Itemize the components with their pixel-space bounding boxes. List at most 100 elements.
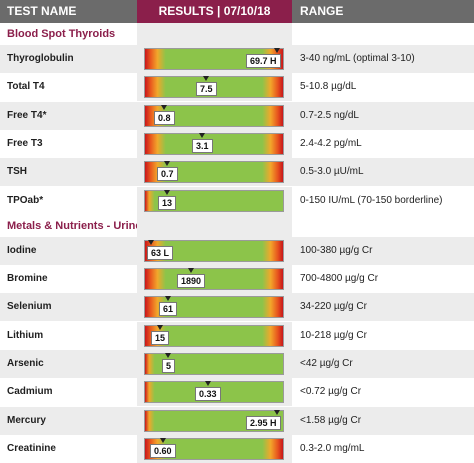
test-name: Mercury: [0, 407, 137, 435]
test-name: Thyroglobulin: [0, 45, 137, 73]
header-test-name: TEST NAME: [0, 0, 137, 23]
result-bar: 61: [144, 296, 284, 318]
result-bar: 0.8: [144, 105, 284, 127]
reference-range: 100-380 µg/g Cr: [292, 237, 474, 265]
reference-range: 700-4800 µg/g Cr: [300, 273, 379, 284]
reference-range: 5-10.8 µg/dL: [300, 81, 357, 92]
table-row: Bromine 1890 700-4800 µg/g Cr: [0, 265, 474, 293]
reference-range: 0.3-2.0 mg/mL: [300, 443, 365, 454]
result-cell: 0.7: [137, 158, 292, 186]
table-row: Total T4 7.5 5-10.8 µg/dL: [0, 73, 474, 101]
table-row: Creatinine 0.60 0.3-2.0 mg/mL: [0, 435, 474, 463]
result-marker: [188, 268, 194, 273]
reference-range: <1.58 µg/g Cr: [292, 407, 474, 435]
result-value: 13: [158, 196, 177, 210]
result-marker: [161, 105, 167, 110]
section-header: Blood Spot Thyroids: [0, 23, 474, 45]
table-row: Iodine 63 L 100-380 µg/g Cr: [0, 237, 474, 265]
header-results: RESULTS | 07/10/18: [137, 0, 292, 23]
reference-range: 0.7-2.5 ng/dL: [292, 102, 474, 130]
table-row: Free T3 3.1 2.4-4.2 pg/mL: [0, 130, 474, 158]
table-row: Cadmium 0.33 <0.72 µg/g Cr: [0, 378, 474, 406]
result-value: 7.5: [196, 82, 217, 96]
table-row: Free T4* 0.8 0.7-2.5 ng/dL: [0, 102, 474, 130]
reference-range: 34-220 µg/g Cr: [292, 293, 474, 321]
result-marker: [165, 296, 171, 301]
result-value: 61: [159, 302, 178, 316]
test-name: Lithium: [7, 330, 44, 341]
result-bar: 0.33: [144, 381, 284, 403]
result-value: 5: [162, 359, 176, 373]
result-value: 0.7: [157, 167, 178, 181]
test-name: Arsenic: [0, 350, 137, 378]
result-marker: [274, 410, 280, 415]
test-name: Creatinine: [7, 443, 56, 454]
result-cell: 7.5: [137, 73, 292, 101]
result-value: 0.33: [195, 387, 221, 401]
result-cell: 69.7 H: [137, 45, 292, 73]
result-marker: [274, 48, 280, 53]
result-marker: [157, 325, 163, 330]
result-bar: 69.7 H: [144, 48, 284, 70]
reference-range: 0.5-3.0 µU/mL: [292, 158, 474, 186]
result-cell: 0.33: [137, 378, 292, 406]
result-marker: [160, 438, 166, 443]
result-value: 69.7 H: [246, 54, 281, 68]
test-name: Selenium: [0, 293, 137, 321]
result-value: 1890: [177, 274, 206, 288]
result-marker: [203, 76, 209, 81]
result-bar: 2.95 H: [144, 410, 284, 432]
reference-range: 2.4-4.2 pg/mL: [300, 138, 362, 149]
result-cell: 13: [137, 187, 292, 215]
result-bar: 0.7: [144, 161, 284, 183]
table-row: Arsenic 5 <42 µg/g Cr: [0, 350, 474, 378]
result-cell: 63 L: [137, 237, 292, 265]
test-name: Bromine: [7, 273, 48, 284]
section-title: Metals & Nutrients - Urine: [7, 219, 142, 232]
header-range: RANGE: [292, 0, 474, 23]
test-name: Cadmium: [7, 386, 53, 397]
section-results-cell: [137, 23, 292, 45]
test-name: Iodine: [0, 237, 137, 265]
reference-range: 3-40 ng/mL (optimal 3-10): [292, 45, 474, 73]
result-marker: [199, 133, 205, 138]
result-bar: 7.5: [144, 76, 284, 98]
test-name: TSH: [0, 158, 137, 186]
result-cell: 61: [137, 293, 292, 321]
result-cell: 1890: [137, 265, 292, 293]
test-name: TPOab*: [7, 195, 44, 206]
table-row: TSH 0.7 0.5-3.0 µU/mL: [0, 158, 474, 186]
result-value: 63 L: [147, 246, 174, 260]
reference-range: 10-218 µg/g Cr: [300, 330, 367, 341]
result-bar: 5: [144, 353, 284, 375]
reference-range: <0.72 µg/g Cr: [300, 386, 362, 397]
result-value: 0.8: [154, 111, 175, 125]
result-marker: [148, 240, 154, 245]
result-bar: 13: [144, 190, 284, 212]
result-marker: [165, 353, 171, 358]
result-cell: 15: [137, 322, 292, 350]
result-bar: 1890: [144, 268, 284, 290]
section-results-cell: [137, 214, 292, 237]
result-bar: 63 L: [144, 240, 284, 262]
result-cell: 2.95 H: [137, 407, 292, 435]
table-row: Lithium 15 10-218 µg/g Cr: [0, 322, 474, 350]
section-title: Blood Spot Thyroids: [7, 28, 116, 40]
test-name: Free T4*: [0, 102, 137, 130]
table-row: TPOab* 13 0-150 IU/mL (70-150 borderline): [0, 187, 474, 215]
reference-range: <42 µg/g Cr: [292, 350, 474, 378]
result-marker: [164, 190, 170, 195]
section-header: Metals & Nutrients - Urine: [0, 214, 474, 237]
result-bar: 15: [144, 325, 284, 347]
table-row: Thyroglobulin 69.7 H 3-40 ng/mL (optimal 3…: [0, 45, 474, 73]
result-value: 0.60: [150, 444, 176, 458]
result-marker: [164, 161, 170, 166]
result-bar: 0.60: [144, 438, 284, 460]
result-cell: 5: [137, 350, 292, 378]
result-value: 3.1: [192, 139, 213, 153]
result-cell: 0.8: [137, 102, 292, 130]
result-cell: 3.1: [137, 130, 292, 158]
result-cell: 0.60: [137, 435, 292, 463]
table-row: Mercury 2.95 H <1.58 µg/g Cr: [0, 407, 474, 435]
table-row: Selenium 61 34-220 µg/g Cr: [0, 293, 474, 321]
